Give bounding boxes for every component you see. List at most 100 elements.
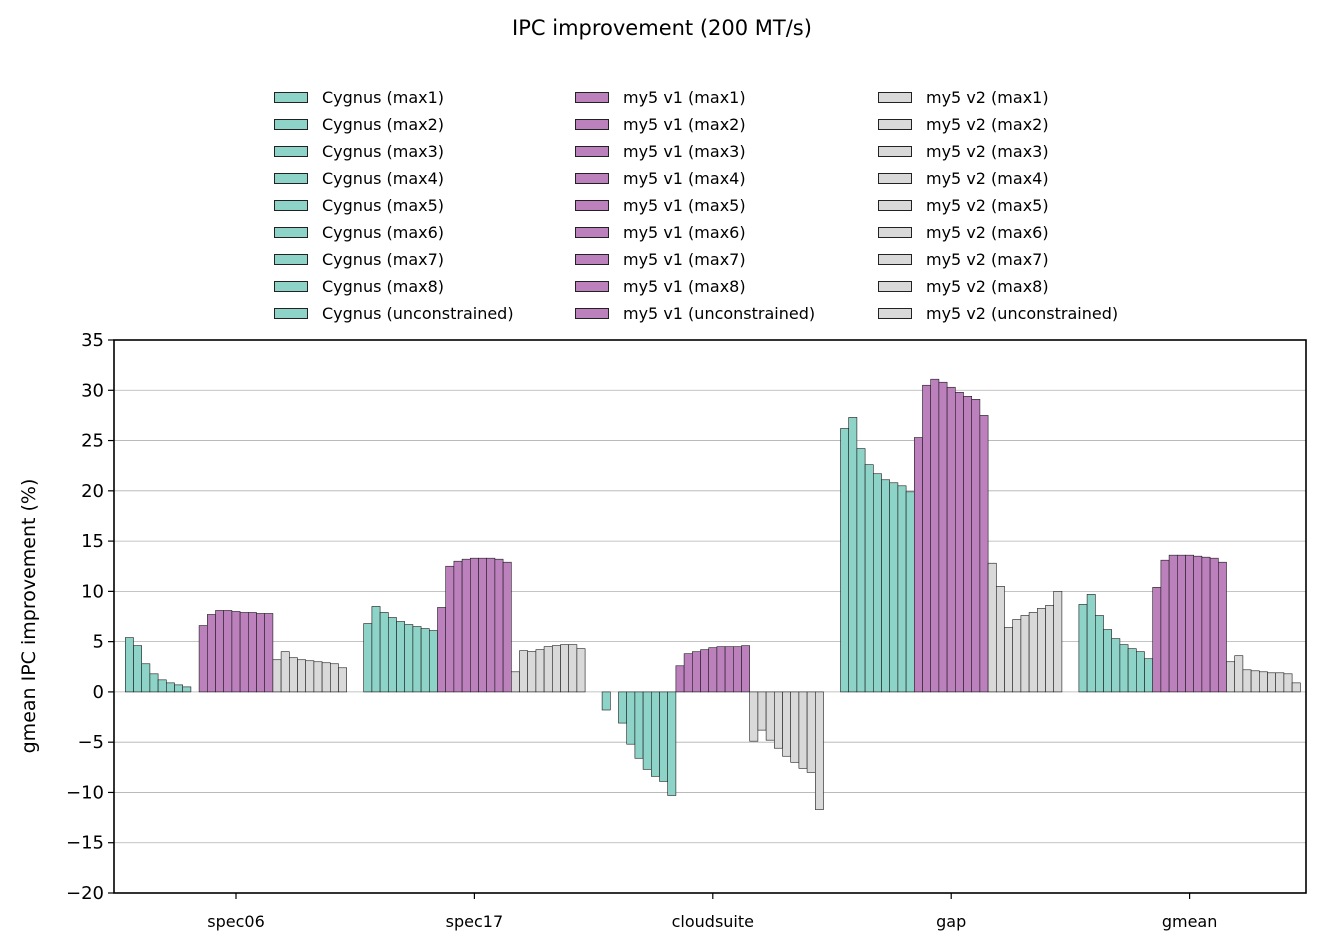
bar [806,691,816,773]
bar [642,691,652,770]
y-tick-label: 35 [81,330,104,351]
legend-item: my5 v2 (max3) [878,141,1049,161]
bar [305,660,315,693]
bar [749,691,759,742]
legend-label: Cygnus (unconstrained) [322,303,514,323]
legend-label: my5 v2 (max2) [926,114,1049,134]
bar [1177,554,1186,693]
bar [207,614,216,693]
bar [568,644,578,693]
legend-item: my5 v1 (max4) [575,168,746,188]
bar [1201,556,1211,693]
legend-item: Cygnus (max5) [274,195,444,215]
bar [313,661,323,693]
bar [502,561,512,693]
bar [691,651,701,693]
bar [272,659,282,693]
bar [387,617,397,693]
bar [288,657,298,693]
bar [182,686,192,693]
bar [445,565,455,693]
bars [125,378,1301,810]
legend-swatch [878,226,912,238]
legend-label: my5 v1 (max6) [623,222,746,242]
bar [922,384,931,693]
legend-swatch [575,307,609,319]
bar [543,646,553,693]
legend-label: Cygnus (max4) [322,168,445,188]
legend-label: my5 v1 (max5) [623,195,746,215]
y-axis-label: gmean IPC improvement (%) [18,479,40,754]
bar [412,626,422,693]
bar [1012,619,1022,693]
bar [420,628,430,693]
bar [995,586,1005,693]
legend-item: Cygnus (max6) [274,222,444,242]
bar [1242,669,1252,693]
bar [321,662,331,693]
bar [979,415,989,693]
bar [856,448,866,693]
bar [732,646,742,693]
bar [700,649,709,693]
legend-item: my5 v1 (max6) [575,222,746,242]
y-tick-label: 20 [81,481,104,502]
bar [1226,661,1235,693]
legend-item: my5 v2 (max4) [878,168,1049,188]
bar [223,610,233,693]
bar [404,624,414,693]
bar [963,396,972,693]
legend-label: my5 v2 (max6) [926,222,1049,242]
legend-swatch [274,226,308,238]
bar [1267,672,1276,693]
plot-frame [113,339,1307,894]
bar [510,671,520,693]
legend-item: Cygnus (max8) [274,276,444,296]
legend-label: my5 v1 (unconstrained) [623,303,816,323]
bar [198,625,208,693]
bar [708,647,718,693]
bar [527,651,537,693]
legend-swatch [575,91,609,103]
bar [1250,670,1260,693]
legend-item: my5 v1 (max1) [575,87,746,107]
bar [551,645,561,693]
legend-item: my5 v2 (max7) [878,249,1049,269]
legend-label: Cygnus (max6) [322,222,445,242]
y-tick-label: 15 [81,531,104,552]
x-tick-label: spec06 [207,912,265,931]
bar [905,491,915,693]
bar [626,691,636,745]
bar [338,667,347,693]
legend-label: my5 v1 (max7) [623,249,746,269]
legend-item: my5 v2 (max8) [878,276,1049,296]
legend-item: my5 v2 (max6) [878,222,1049,242]
bar [297,659,306,693]
bar [363,623,373,693]
bar [1136,651,1145,693]
legend-swatch [274,280,308,292]
bar [864,464,874,693]
legend-label: Cygnus (max5) [322,195,445,215]
chart-legend: Cygnus (max1) Cygnus (max2) Cygnus (max3) C… [262,82,1162,332]
legend-swatch [878,145,912,157]
bar [634,691,644,759]
bar [519,650,528,693]
bar [371,606,381,693]
bar [486,557,496,693]
legend-label: my5 v1 (max3) [623,141,746,161]
legend-swatch [878,307,912,319]
bar [1053,591,1063,693]
legend-label: my5 v2 (max7) [926,249,1049,269]
bar [798,691,808,769]
legend-swatch [878,118,912,130]
legend-item: Cygnus (max3) [274,141,444,161]
legend-swatch [575,172,609,184]
bar [650,691,660,777]
bar [396,621,405,693]
legend-item: Cygnus (max2) [274,114,444,134]
legend-swatch [878,199,912,211]
chart-title: IPC improvement (200 MT/s) [512,16,812,40]
legend-swatch [274,91,308,103]
